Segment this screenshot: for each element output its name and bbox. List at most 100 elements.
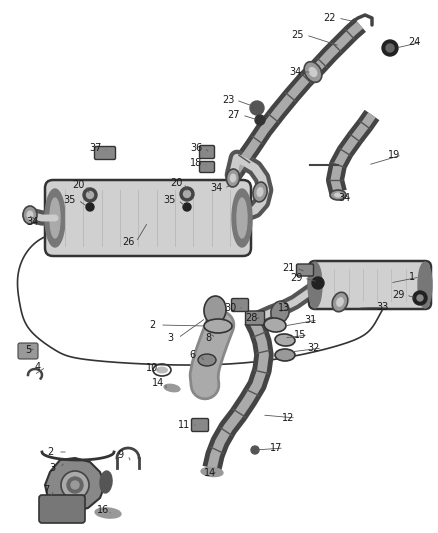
Ellipse shape xyxy=(275,334,295,346)
Ellipse shape xyxy=(264,318,286,332)
Text: 13: 13 xyxy=(278,303,290,313)
Text: 25: 25 xyxy=(292,30,304,40)
Text: 26: 26 xyxy=(122,237,134,247)
Text: 9: 9 xyxy=(117,450,123,460)
Text: 34: 34 xyxy=(26,217,38,227)
FancyBboxPatch shape xyxy=(199,146,215,158)
Text: 1: 1 xyxy=(409,272,415,282)
Circle shape xyxy=(382,40,398,56)
FancyBboxPatch shape xyxy=(95,147,116,159)
Text: 15: 15 xyxy=(294,330,306,340)
Ellipse shape xyxy=(230,174,236,182)
Text: 17: 17 xyxy=(270,443,282,453)
Text: 35: 35 xyxy=(164,195,176,205)
Text: 24: 24 xyxy=(408,37,420,47)
FancyBboxPatch shape xyxy=(18,343,38,359)
Text: 16: 16 xyxy=(97,505,109,515)
Circle shape xyxy=(67,477,83,493)
Text: 22: 22 xyxy=(324,13,336,23)
Text: 5: 5 xyxy=(25,345,31,355)
Circle shape xyxy=(86,203,94,211)
FancyBboxPatch shape xyxy=(199,161,215,173)
Ellipse shape xyxy=(232,189,252,247)
Text: 27: 27 xyxy=(228,110,240,120)
Text: 32: 32 xyxy=(308,343,320,353)
FancyBboxPatch shape xyxy=(39,495,85,523)
Ellipse shape xyxy=(418,262,432,308)
Ellipse shape xyxy=(253,182,267,202)
Text: 37: 37 xyxy=(90,143,102,153)
Text: 29: 29 xyxy=(290,273,302,283)
Text: 3: 3 xyxy=(49,463,55,473)
Ellipse shape xyxy=(275,349,295,361)
Ellipse shape xyxy=(156,367,168,374)
Circle shape xyxy=(251,446,259,454)
Ellipse shape xyxy=(27,211,33,220)
Text: 4: 4 xyxy=(35,362,41,372)
Circle shape xyxy=(86,191,93,198)
Ellipse shape xyxy=(304,62,322,82)
Text: 21: 21 xyxy=(282,263,294,273)
Text: 34: 34 xyxy=(210,183,222,193)
Text: 36: 36 xyxy=(190,143,202,153)
Text: 2: 2 xyxy=(47,447,53,457)
Text: 35: 35 xyxy=(64,195,76,205)
Ellipse shape xyxy=(204,296,226,324)
Ellipse shape xyxy=(100,471,112,493)
Text: 33: 33 xyxy=(376,302,388,312)
Text: 34: 34 xyxy=(289,67,301,77)
Circle shape xyxy=(255,115,265,125)
Ellipse shape xyxy=(256,187,264,197)
Text: 20: 20 xyxy=(72,180,84,190)
Circle shape xyxy=(417,295,423,301)
Text: 12: 12 xyxy=(282,413,294,423)
Circle shape xyxy=(180,187,194,201)
Circle shape xyxy=(250,101,264,115)
Ellipse shape xyxy=(164,384,180,392)
Text: 30: 30 xyxy=(224,303,236,313)
Circle shape xyxy=(61,471,89,499)
Ellipse shape xyxy=(308,262,322,308)
Circle shape xyxy=(184,190,191,198)
FancyBboxPatch shape xyxy=(309,261,431,309)
Ellipse shape xyxy=(332,292,348,312)
Text: 19: 19 xyxy=(388,150,400,160)
Text: 14: 14 xyxy=(204,468,216,478)
Circle shape xyxy=(83,188,97,202)
Ellipse shape xyxy=(198,354,216,366)
Ellipse shape xyxy=(226,169,240,187)
Text: 29: 29 xyxy=(392,290,404,300)
Ellipse shape xyxy=(271,301,289,323)
Text: 20: 20 xyxy=(170,178,182,188)
FancyBboxPatch shape xyxy=(232,298,248,311)
Circle shape xyxy=(71,481,79,489)
Ellipse shape xyxy=(237,198,247,238)
Text: 8: 8 xyxy=(205,333,211,343)
Ellipse shape xyxy=(201,467,223,477)
Circle shape xyxy=(183,203,191,211)
FancyBboxPatch shape xyxy=(246,311,265,325)
Text: 23: 23 xyxy=(222,95,234,105)
Text: 31: 31 xyxy=(304,315,316,325)
Ellipse shape xyxy=(50,198,60,238)
Ellipse shape xyxy=(336,297,344,307)
Ellipse shape xyxy=(330,190,346,200)
Circle shape xyxy=(386,44,394,52)
Text: 14: 14 xyxy=(152,378,164,388)
Text: 3: 3 xyxy=(167,333,173,343)
Ellipse shape xyxy=(334,192,342,198)
Text: 11: 11 xyxy=(178,420,190,430)
Ellipse shape xyxy=(309,67,318,77)
Text: 7: 7 xyxy=(43,485,49,495)
Circle shape xyxy=(312,277,324,289)
FancyBboxPatch shape xyxy=(191,418,208,432)
Ellipse shape xyxy=(23,206,37,224)
FancyBboxPatch shape xyxy=(45,180,251,256)
Text: 18: 18 xyxy=(190,158,202,168)
Ellipse shape xyxy=(204,319,232,333)
Circle shape xyxy=(413,291,427,305)
Text: 2: 2 xyxy=(149,320,155,330)
Text: 34: 34 xyxy=(338,193,350,203)
Text: 10: 10 xyxy=(146,363,158,373)
FancyBboxPatch shape xyxy=(297,264,314,276)
